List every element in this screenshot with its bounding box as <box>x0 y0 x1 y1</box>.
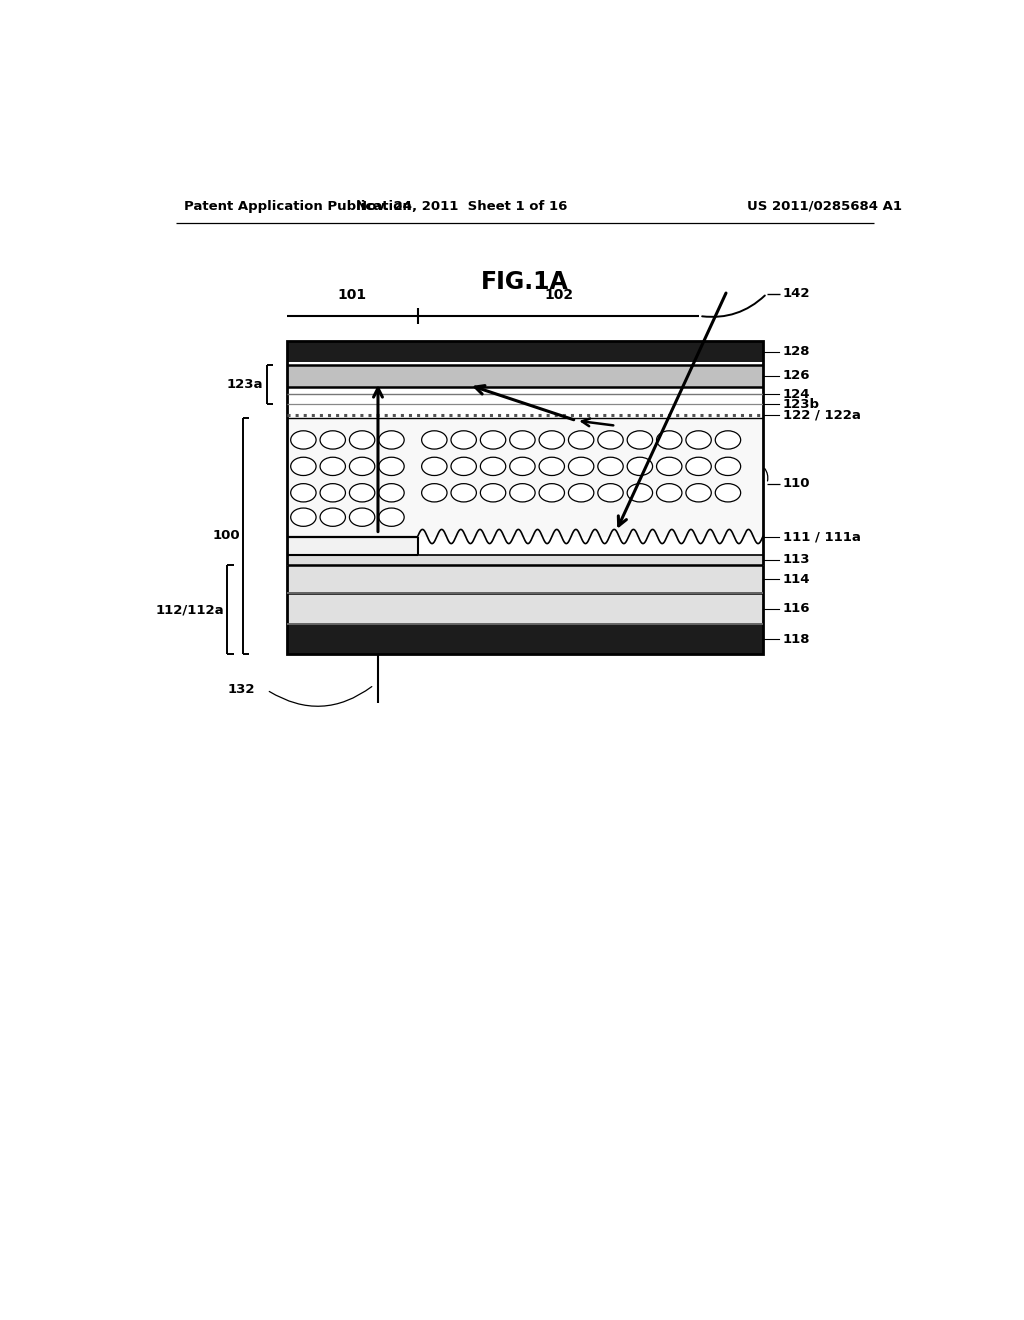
Text: 111 / 111a: 111 / 111a <box>782 531 860 543</box>
Ellipse shape <box>656 483 682 502</box>
Ellipse shape <box>539 457 564 475</box>
Ellipse shape <box>539 430 564 449</box>
Ellipse shape <box>716 483 740 502</box>
Ellipse shape <box>627 457 652 475</box>
Text: 110: 110 <box>782 477 810 490</box>
Ellipse shape <box>656 457 682 475</box>
Ellipse shape <box>349 508 375 527</box>
Text: 101: 101 <box>338 288 367 302</box>
Ellipse shape <box>568 457 594 475</box>
Ellipse shape <box>716 430 740 449</box>
Ellipse shape <box>510 430 536 449</box>
Text: 116: 116 <box>782 602 810 615</box>
Text: 123a: 123a <box>226 378 263 391</box>
Ellipse shape <box>379 508 404 527</box>
Ellipse shape <box>451 430 476 449</box>
Text: 114: 114 <box>782 573 810 586</box>
Text: Nov. 24, 2011  Sheet 1 of 16: Nov. 24, 2011 Sheet 1 of 16 <box>355 199 567 213</box>
Ellipse shape <box>480 483 506 502</box>
Ellipse shape <box>422 430 447 449</box>
Bar <box>287 364 763 387</box>
Ellipse shape <box>291 508 316 527</box>
Ellipse shape <box>379 483 404 502</box>
Ellipse shape <box>349 430 375 449</box>
Text: US 2011/0285684 A1: US 2011/0285684 A1 <box>748 199 902 213</box>
Text: FIG.1A: FIG.1A <box>481 271 568 294</box>
Ellipse shape <box>568 483 594 502</box>
Text: 123b: 123b <box>782 397 820 411</box>
Ellipse shape <box>539 483 564 502</box>
Text: 126: 126 <box>782 370 810 383</box>
Ellipse shape <box>291 483 316 502</box>
Bar <box>287 624 763 655</box>
Ellipse shape <box>422 483 447 502</box>
Ellipse shape <box>321 483 345 502</box>
Ellipse shape <box>451 457 476 475</box>
Bar <box>287 417 763 536</box>
Text: 122 / 122a: 122 / 122a <box>782 408 860 421</box>
Ellipse shape <box>686 430 712 449</box>
Text: 124: 124 <box>782 388 810 401</box>
Ellipse shape <box>598 430 624 449</box>
Text: 102: 102 <box>544 288 573 302</box>
Ellipse shape <box>379 457 404 475</box>
Ellipse shape <box>379 430 404 449</box>
Ellipse shape <box>656 430 682 449</box>
Ellipse shape <box>510 483 536 502</box>
Ellipse shape <box>598 457 624 475</box>
Text: 128: 128 <box>782 345 810 358</box>
Ellipse shape <box>686 457 712 475</box>
Bar <box>287 536 418 554</box>
Ellipse shape <box>349 483 375 502</box>
Text: 113: 113 <box>782 553 810 566</box>
Ellipse shape <box>480 430 506 449</box>
Ellipse shape <box>349 457 375 475</box>
Ellipse shape <box>480 457 506 475</box>
Ellipse shape <box>321 457 345 475</box>
Bar <box>287 554 763 565</box>
Ellipse shape <box>627 483 652 502</box>
Ellipse shape <box>598 483 624 502</box>
Ellipse shape <box>627 430 652 449</box>
Ellipse shape <box>716 457 740 475</box>
Ellipse shape <box>291 457 316 475</box>
Text: Patent Application Publication: Patent Application Publication <box>183 199 412 213</box>
Ellipse shape <box>510 457 536 475</box>
Ellipse shape <box>686 483 712 502</box>
Bar <box>287 342 763 362</box>
Bar <box>287 342 763 655</box>
Text: 132: 132 <box>227 684 255 697</box>
Bar <box>287 565 763 594</box>
Ellipse shape <box>422 457 447 475</box>
Text: 142: 142 <box>782 286 810 300</box>
Text: 118: 118 <box>782 632 810 645</box>
Bar <box>287 594 763 624</box>
Ellipse shape <box>291 430 316 449</box>
Text: 100: 100 <box>212 529 240 543</box>
Text: 112/112a: 112/112a <box>156 603 224 616</box>
Ellipse shape <box>321 430 345 449</box>
Ellipse shape <box>321 508 345 527</box>
Ellipse shape <box>451 483 476 502</box>
Ellipse shape <box>568 430 594 449</box>
